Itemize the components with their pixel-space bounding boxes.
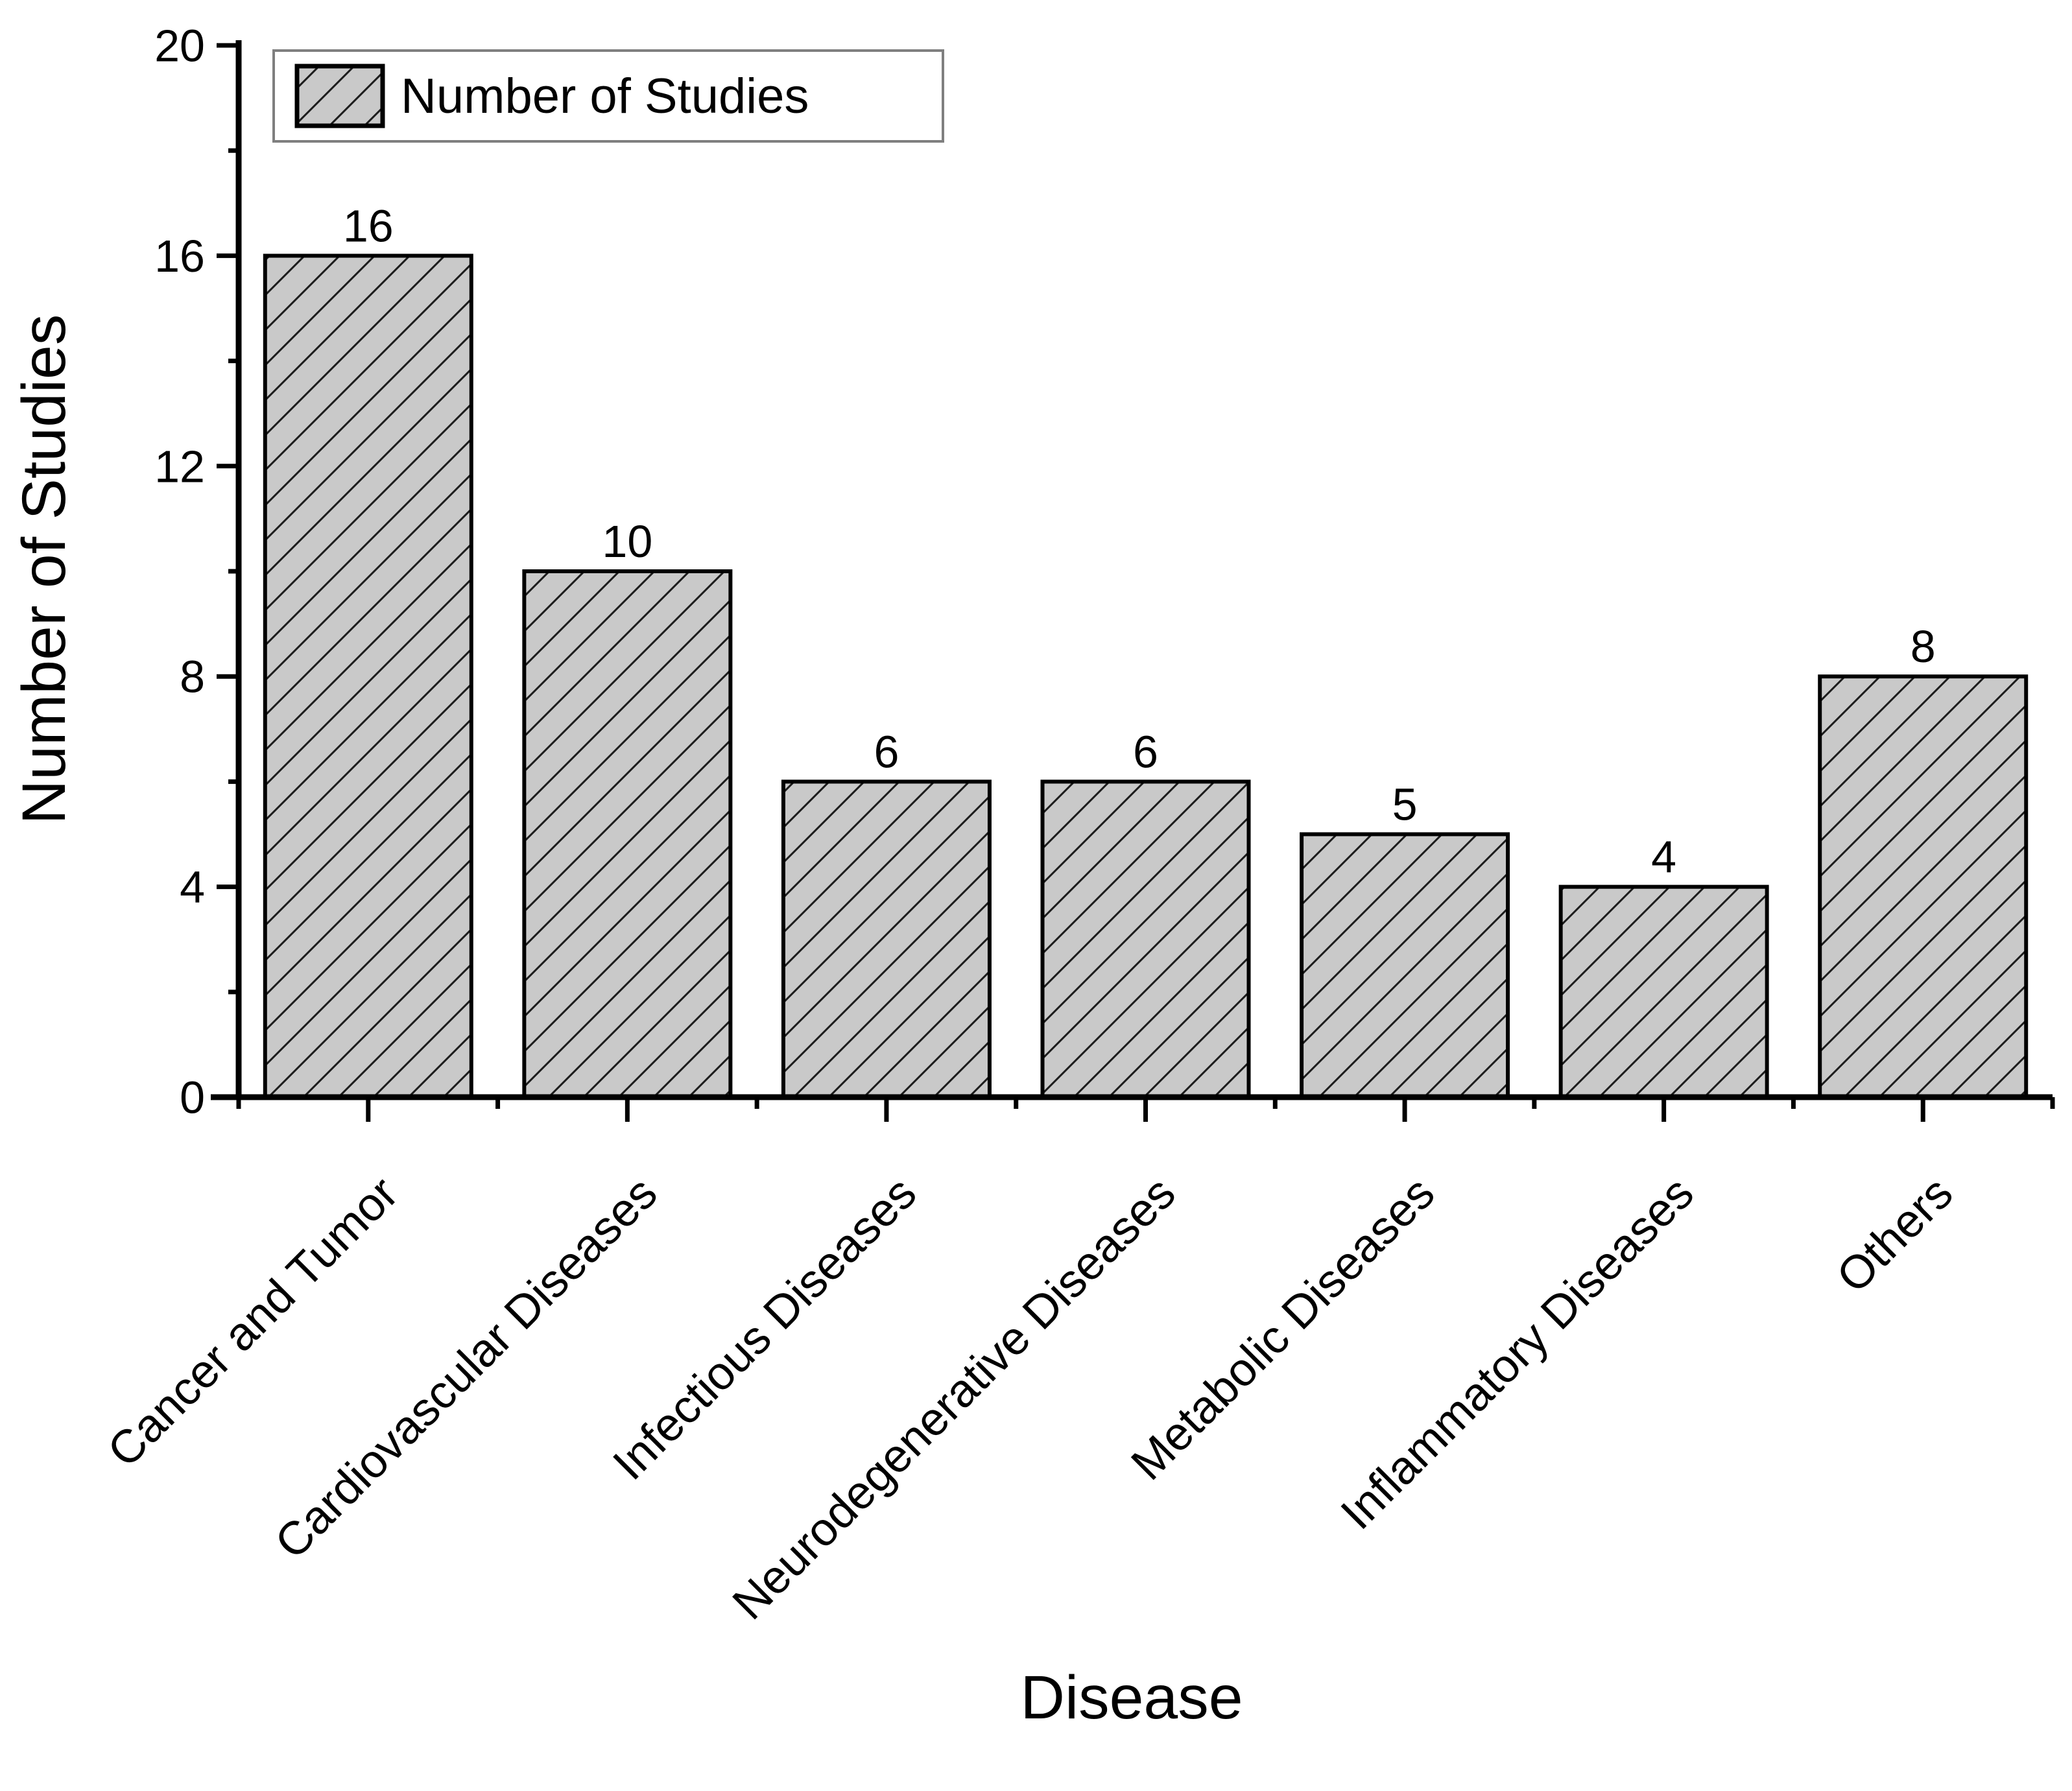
bar bbox=[522, 569, 733, 1099]
axes-group bbox=[211, 40, 2053, 1100]
bar-value-label: 6 bbox=[1133, 726, 1158, 777]
bar bbox=[1040, 779, 1251, 1100]
x-category-label: Cancer and Tumor bbox=[98, 1167, 408, 1477]
y-tick-label: 12 bbox=[154, 441, 205, 492]
bar-value-label: 6 bbox=[874, 726, 899, 777]
bar-value-label: 10 bbox=[602, 516, 652, 567]
legend-swatch-hatched bbox=[294, 64, 385, 128]
bar-value-label: 4 bbox=[1651, 832, 1676, 883]
bar-value-label: 5 bbox=[1392, 779, 1418, 830]
bar bbox=[1300, 832, 1510, 1099]
bar bbox=[263, 254, 473, 1099]
x-axis-title: Disease bbox=[1020, 1663, 1243, 1732]
bar-value-label: 16 bbox=[343, 200, 394, 251]
legend-label: Number of Studies bbox=[401, 69, 809, 124]
ticks-group bbox=[217, 43, 2055, 1122]
bar bbox=[1558, 884, 1769, 1099]
legend: Number of Studies bbox=[272, 49, 944, 143]
y-tick-label: 20 bbox=[154, 21, 205, 71]
bar bbox=[1818, 674, 2029, 1099]
bars-group bbox=[263, 254, 2029, 1100]
x-category-label: Others bbox=[1827, 1167, 1962, 1303]
x-category-label: Neurodegenerative Diseases bbox=[723, 1167, 1185, 1630]
legend-box bbox=[272, 49, 944, 143]
y-tick-label: 0 bbox=[180, 1073, 205, 1123]
bar bbox=[781, 779, 992, 1100]
y-tick-label: 4 bbox=[180, 862, 205, 912]
bar-value-label: 8 bbox=[1911, 621, 1936, 672]
y-tick-label: 16 bbox=[154, 231, 205, 281]
y-tick-label: 8 bbox=[180, 652, 205, 702]
y-axis-title: Number of Studies bbox=[10, 314, 78, 825]
